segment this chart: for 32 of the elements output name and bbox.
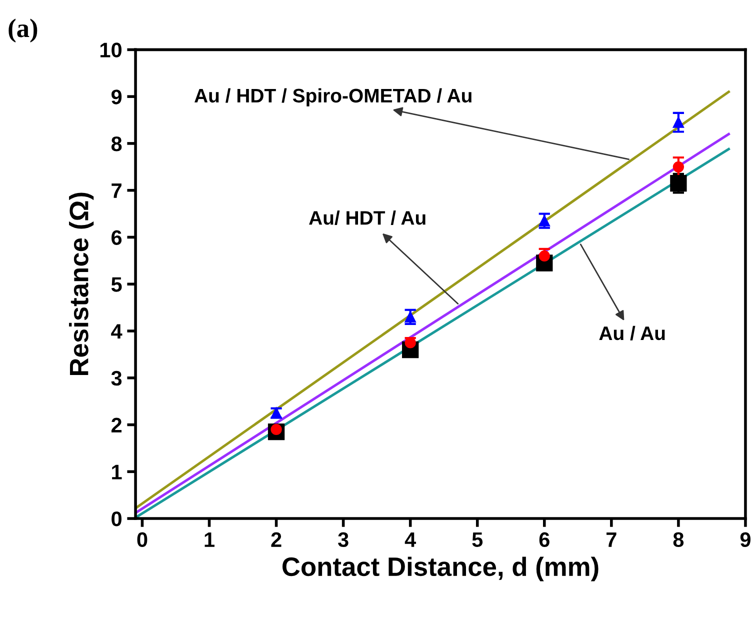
y-tick-label: 3: [111, 370, 122, 386]
y-tick-label: 1: [112, 464, 122, 480]
y-tick-label: 10: [100, 42, 122, 58]
y-tick-label: 6: [112, 230, 122, 245]
y-tick-label: 2: [111, 418, 122, 432]
point: [672, 161, 684, 172]
y-tick-label: 7: [112, 184, 122, 198]
x-tick-label: 8: [673, 532, 684, 548]
point: [404, 311, 416, 322]
chart-title: (a): [8, 18, 38, 43]
x-tick-label: 4: [404, 532, 416, 547]
x-tick-label: 0: [137, 532, 148, 548]
point: [672, 116, 684, 128]
x-tick-label: 6: [539, 532, 550, 548]
x-tick-label: 1: [204, 532, 214, 547]
y-tick-label: 0: [112, 512, 122, 526]
annotation: Au / HDT / Spiro-OMETAD / Au: [194, 88, 472, 106]
x-tick-label: 7: [606, 532, 616, 547]
y-axis-title: Resistance (Ω): [69, 192, 94, 376]
annotation: Au / Au: [599, 326, 665, 340]
x-tick-label: 9: [740, 532, 750, 548]
y-tick-label: 8: [111, 136, 122, 152]
point: [538, 215, 550, 226]
y-tick-label: 4: [111, 324, 122, 339]
y-tick-label: 9: [111, 90, 122, 104]
y-tick-label: 5: [111, 277, 122, 292]
x-tick-label: 3: [338, 532, 348, 548]
x-tick-label: 5: [472, 532, 483, 548]
x-tick-label: 2: [271, 532, 282, 547]
point: [538, 250, 550, 262]
x-axis-title: Contact Distance, d (mm): [282, 556, 598, 582]
annotation: Au/ HDT / Au: [309, 210, 426, 225]
